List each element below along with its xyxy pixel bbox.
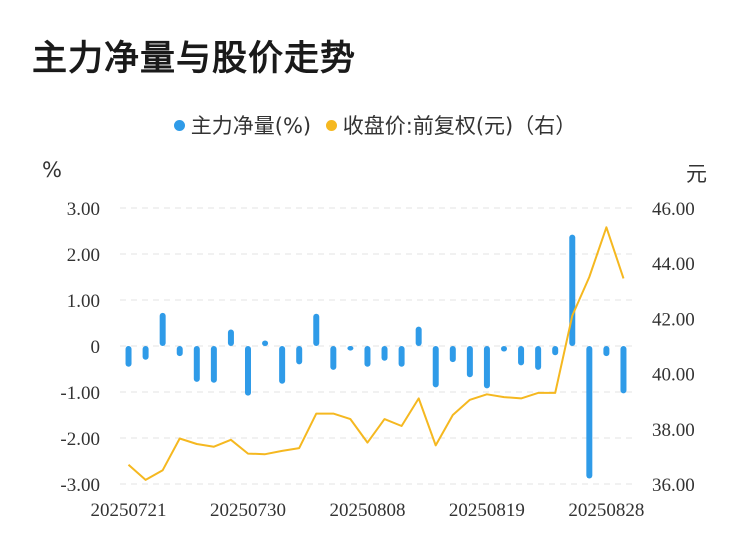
bar xyxy=(313,313,320,346)
legend: 主力净量(%) 收盘价:前复权(元)（右） xyxy=(0,110,750,140)
left-tick-label: 0 xyxy=(91,337,101,358)
bar xyxy=(193,346,200,382)
x-tick-label: 20250730 xyxy=(210,500,286,521)
left-tick-label: 1.00 xyxy=(67,291,100,312)
chart-title: 主力净量与股价走势 xyxy=(32,39,357,79)
x-tick-label: 20250828 xyxy=(568,500,644,521)
right-tick-label: 42.00 xyxy=(652,309,695,330)
legend-item-close-price[interactable]: 收盘价:前复权(元)（右） xyxy=(325,110,577,140)
bar xyxy=(415,326,422,346)
x-tick-label: 20250721 xyxy=(91,500,167,521)
bar xyxy=(245,346,251,396)
right-tick-label: 36.00 xyxy=(652,475,695,496)
right-tick-label: 38.00 xyxy=(652,420,695,441)
bar xyxy=(501,346,507,352)
bar xyxy=(518,346,525,366)
right-tick-label: 46.00 xyxy=(652,199,695,220)
bar xyxy=(330,346,337,370)
legend-label-net-volume: 主力净量(%) xyxy=(190,114,312,138)
bar xyxy=(586,346,593,479)
legend-item-net-volume[interactable]: 主力净量(%) xyxy=(173,110,312,140)
bar xyxy=(279,346,286,384)
bar xyxy=(620,346,627,394)
left-tick-label: -3.00 xyxy=(60,475,100,496)
legend-label-close-price: 收盘价:前复权(元)（右） xyxy=(342,114,577,138)
bar xyxy=(552,346,559,356)
bar xyxy=(398,346,405,367)
legend-dot-blue-icon xyxy=(173,119,185,131)
legend-dot-yellow-icon xyxy=(325,119,337,131)
bar xyxy=(227,329,234,346)
left-tick-label: -1.00 xyxy=(60,383,100,404)
bar xyxy=(176,346,183,357)
right-tick-label: 44.00 xyxy=(652,254,695,275)
left-tick-label: 2.00 xyxy=(67,245,100,266)
left-tick-label: 3.00 xyxy=(67,199,100,220)
bar xyxy=(125,346,132,367)
left-tick-label: -2.00 xyxy=(60,429,100,450)
right-axis-unit: 元 xyxy=(686,162,707,186)
x-tick-label: 20250808 xyxy=(329,500,405,521)
bar xyxy=(364,346,371,367)
bar xyxy=(483,346,490,389)
bar xyxy=(449,346,456,363)
bar xyxy=(159,312,166,346)
bar xyxy=(603,346,610,357)
left-axis-unit: % xyxy=(42,158,62,182)
bar xyxy=(262,340,269,346)
x-tick-label: 20250819 xyxy=(449,500,525,521)
bar xyxy=(142,346,149,360)
bar xyxy=(432,346,439,388)
price-line xyxy=(127,226,625,481)
right-tick-label: 40.00 xyxy=(652,365,695,386)
bar xyxy=(210,346,217,383)
bar xyxy=(535,346,542,370)
bar xyxy=(466,346,473,378)
bar xyxy=(347,346,354,351)
bar xyxy=(296,346,303,365)
bar xyxy=(381,346,388,361)
